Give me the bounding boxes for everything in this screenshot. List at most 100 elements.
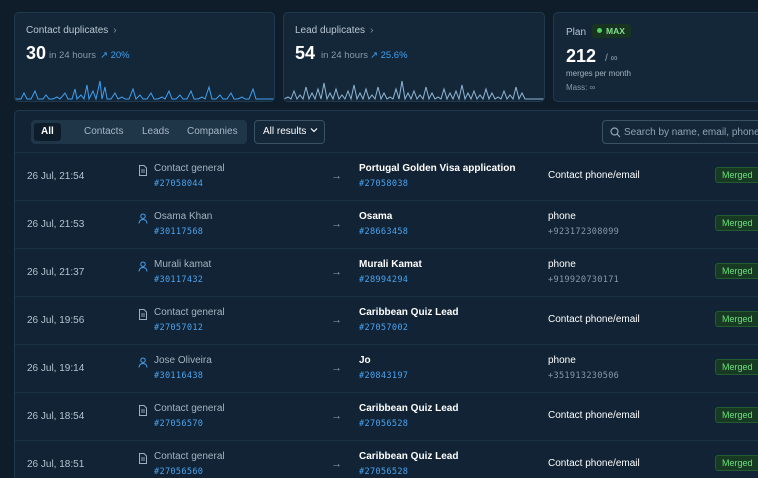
source-name: Murali kamat [154, 259, 212, 270]
row-date: 26 Jul, 21:54 [27, 171, 85, 182]
row-date: 26 Jul, 19:14 [27, 363, 85, 374]
source-id-link[interactable]: #27057012 [154, 323, 204, 333]
plan-merges-limit: / ∞ [605, 53, 618, 64]
match-value: +923172308099 [548, 227, 620, 237]
target-id-link[interactable]: #27057002 [359, 323, 409, 333]
table-row[interactable]: 26 Jul, 19:14 Jose Oliveira #30116438 → Jo #2… [15, 344, 758, 392]
target-name: Murali Kamat [359, 259, 422, 270]
lead-duplicates-period: in 24 hours [321, 50, 369, 61]
status-badge: Merged [715, 311, 758, 327]
search-input[interactable] [624, 124, 758, 140]
table-row[interactable]: 26 Jul, 18:51 Contact general #27056560 → Ca… [15, 440, 758, 478]
match-reason: phone [548, 211, 576, 222]
document-icon [138, 307, 148, 325]
table-row[interactable]: 26 Jul, 19:56 Contact general #27057012 → Ca… [15, 296, 758, 344]
contact-duplicates-count: 30 [26, 43, 47, 63]
type-filter-tabs: All Contacts Leads Companies [31, 120, 247, 144]
contact-duplicates-period: in 24 hours [49, 50, 97, 61]
plan-merges-label: merges per month [566, 69, 631, 78]
plan-badge: MAX [592, 24, 631, 38]
row-date: 26 Jul, 19:56 [27, 315, 85, 326]
lead-duplicates-sparkline [284, 80, 544, 101]
arrow-right-icon: → [331, 362, 342, 374]
source-name: Contact general [154, 163, 225, 174]
stats-bar: Contact duplicates › 30 in 24 hours ↗ 20%… [14, 12, 758, 104]
arrow-right-icon: → [331, 170, 342, 182]
target-name: Caribbean Quiz Lead [359, 403, 459, 414]
row-date: 26 Jul, 18:51 [27, 459, 85, 470]
target-name: Caribbean Quiz Lead [359, 307, 459, 318]
target-name: Jo [359, 355, 371, 366]
source-name: Osama Khan [154, 211, 213, 222]
tab-contacts[interactable]: Contacts [84, 126, 124, 137]
match-reason: Contact phone/email [548, 458, 640, 469]
status-badge: Merged [715, 359, 758, 375]
match-reason: Contact phone/email [548, 314, 640, 325]
source-name: Contact general [154, 307, 225, 318]
results-select[interactable]: All results [254, 120, 325, 144]
arrow-right-icon: → [331, 266, 342, 278]
target-name: Portugal Golden Visa application [359, 163, 516, 174]
plan-merges-count: 212 [566, 46, 597, 66]
source-id-link[interactable]: #30116438 [154, 371, 204, 381]
lead-duplicates-trend: ↗ 25.6% [370, 50, 408, 61]
table-row[interactable]: 26 Jul, 21:54 Contact general #27058044 → Po… [15, 152, 758, 200]
source-name: Jose Oliveira [154, 355, 212, 366]
table-row[interactable]: 26 Jul, 21:37 Murali kamat #30117432 → Mural… [15, 248, 758, 296]
source-id-link[interactable]: #30117432 [154, 275, 204, 285]
target-id-link[interactable]: #28663458 [359, 227, 409, 237]
row-date: 26 Jul, 21:37 [27, 267, 85, 278]
document-icon [138, 451, 148, 469]
lead-duplicates-card[interactable]: Lead duplicates › 54 in 24 hours ↗ 25.6% [283, 12, 545, 102]
status-badge: Merged [715, 407, 758, 423]
source-id-link[interactable]: #30117568 [154, 227, 204, 237]
status-badge: Merged [715, 263, 758, 279]
match-value: +351913230506 [548, 371, 620, 381]
source-id-link[interactable]: #27056570 [154, 419, 204, 429]
search-box [602, 120, 758, 144]
target-name: Caribbean Quiz Lead [359, 451, 459, 462]
lead-duplicates-title: Lead duplicates › [295, 25, 374, 36]
status-badge: Merged [715, 455, 758, 471]
target-id-link[interactable]: #27056528 [359, 467, 409, 477]
target-id-link[interactable]: #28994294 [359, 275, 409, 285]
source-id-link[interactable]: #27058044 [154, 179, 204, 189]
source-id-link[interactable]: #27056560 [154, 467, 204, 477]
filter-toolbar: All Contacts Leads Companies All results [15, 111, 758, 151]
tab-leads[interactable]: Leads [142, 126, 170, 137]
arrow-right-icon: → [331, 314, 342, 326]
search-icon [610, 127, 621, 138]
row-date: 26 Jul, 21:53 [27, 219, 85, 230]
table-row[interactable]: 26 Jul, 18:54 Contact general #27056570 → Ca… [15, 392, 758, 440]
match-value: +919920730171 [548, 275, 620, 285]
chevron-right-icon: › [113, 25, 117, 36]
contact-duplicates-title: Contact duplicates › [26, 25, 117, 36]
table-row[interactable]: 26 Jul, 21:53 Osama Khan #30117568 → Osama #2… [15, 200, 758, 248]
match-reason: Contact phone/email [548, 410, 640, 421]
contact-duplicates-sparkline [15, 80, 274, 101]
target-id-link[interactable]: #27056528 [359, 419, 409, 429]
match-reason: phone [548, 355, 576, 366]
target-id-link[interactable]: #20843197 [359, 371, 409, 381]
status-badge: Merged [715, 167, 758, 183]
tab-companies[interactable]: Companies [187, 126, 238, 137]
contact-duplicates-card[interactable]: Contact duplicates › 30 in 24 hours ↗ 20% [14, 12, 275, 102]
status-dot-icon [597, 28, 602, 33]
duplicates-panel: All Contacts Leads Companies All results… [14, 110, 758, 478]
chevron-right-icon: › [370, 25, 374, 36]
tab-all[interactable]: All [34, 123, 61, 141]
arrow-right-icon: → [331, 458, 342, 470]
lead-duplicates-count: 54 [295, 43, 316, 63]
source-name: Contact general [154, 403, 225, 414]
status-badge: Merged [715, 215, 758, 231]
target-name: Osama [359, 211, 393, 222]
match-reason: Contact phone/email [548, 170, 640, 181]
person-icon [138, 355, 148, 373]
document-icon [138, 163, 148, 181]
contact-duplicates-trend: ↗ 20% [100, 50, 130, 61]
source-name: Contact general [154, 451, 225, 462]
plan-mass-label: Mass: ∞ [566, 83, 596, 92]
person-icon [138, 259, 148, 277]
document-icon [138, 403, 148, 421]
target-id-link[interactable]: #27058038 [359, 179, 409, 189]
